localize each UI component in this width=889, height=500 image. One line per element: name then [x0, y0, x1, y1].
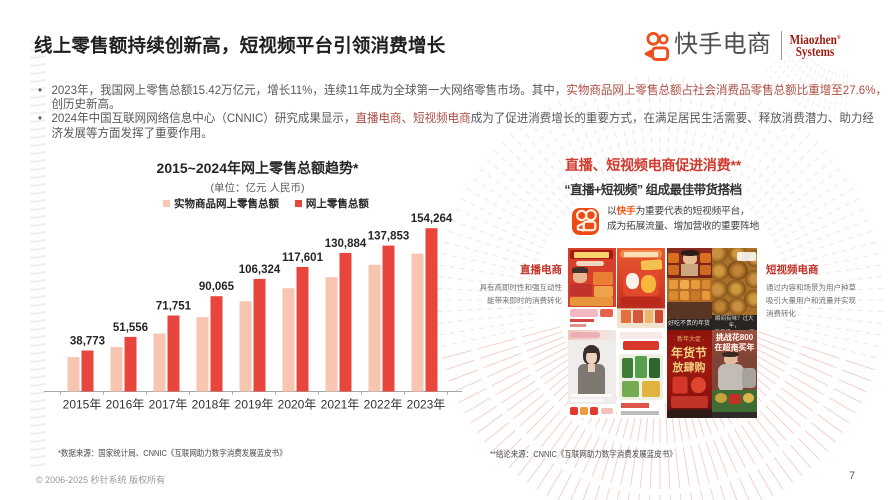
- svg-text:71,751: 71,751: [156, 301, 192, 313]
- svg-text:2021年: 2021年: [321, 398, 360, 412]
- svg-text:130,884: 130,884: [325, 238, 367, 250]
- svg-text:2019年: 2019年: [235, 398, 274, 412]
- svg-text:106,324: 106,324: [239, 264, 281, 276]
- svg-text:2016年: 2016年: [106, 398, 145, 412]
- svg-text:51,556: 51,556: [113, 322, 148, 334]
- svg-text:2017年: 2017年: [149, 398, 188, 412]
- svg-text:2022年: 2022年: [364, 398, 403, 412]
- svg-text:2023年: 2023年: [407, 398, 446, 412]
- svg-text:117,601: 117,601: [282, 252, 324, 264]
- svg-text:90,065: 90,065: [199, 281, 235, 293]
- svg-text:2020年: 2020年: [278, 398, 317, 412]
- svg-text:38,773: 38,773: [70, 336, 105, 348]
- svg-text:2015年: 2015年: [63, 398, 102, 412]
- svg-text:154,264: 154,264: [411, 213, 453, 225]
- svg-text:2018年: 2018年: [192, 398, 231, 412]
- svg-text:137,853: 137,853: [368, 231, 410, 243]
